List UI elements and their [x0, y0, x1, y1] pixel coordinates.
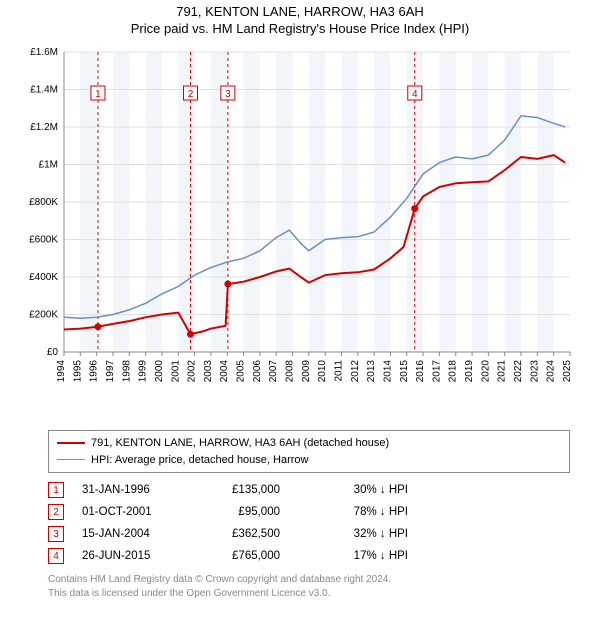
svg-text:£1.2M: £1.2M — [30, 122, 58, 133]
svg-text:2012: 2012 — [350, 360, 361, 383]
svg-text:2001: 2001 — [170, 360, 181, 383]
transaction-date: 01-OCT-2001 — [82, 506, 182, 518]
svg-text:2000: 2000 — [154, 360, 165, 383]
transaction-price: £95,000 — [200, 506, 280, 518]
svg-text:2011: 2011 — [333, 360, 344, 382]
svg-text:£1.4M: £1.4M — [30, 85, 58, 96]
transaction-price: £135,000 — [200, 484, 280, 496]
transaction-marker: 2 — [48, 504, 64, 520]
svg-text:2014: 2014 — [382, 360, 393, 383]
svg-text:1998: 1998 — [121, 360, 132, 383]
transaction-vs-hpi: 17% ↓ HPI — [298, 550, 408, 562]
svg-text:2024: 2024 — [546, 360, 557, 383]
svg-text:2020: 2020 — [480, 360, 491, 383]
transaction-date: 31-JAN-1996 — [82, 484, 182, 496]
transaction-row: 2 01-OCT-2001 £95,000 78% ↓ HPI — [48, 501, 570, 523]
svg-text:4: 4 — [412, 89, 418, 100]
svg-text:1996: 1996 — [89, 360, 100, 383]
svg-text:1994: 1994 — [56, 360, 67, 383]
svg-text:2019: 2019 — [464, 360, 475, 383]
price-chart: £0 £200K £400K £600K £800K £1M £1.2M £1.4M £1.6M… — [20, 42, 580, 422]
chart-title-address: 791, KENTON LANE, HARROW, HA3 6AH — [0, 4, 600, 19]
svg-text:2018: 2018 — [448, 360, 459, 383]
transaction-list: 1 31-JAN-1996 £135,000 30% ↓ HPI 2 01-OCT-200… — [48, 479, 570, 567]
legend-label: 791, KENTON LANE, HARROW, HA3 6AH (detac… — [91, 435, 389, 452]
svg-text:2002: 2002 — [187, 360, 198, 383]
transaction-price: £362,500 — [200, 528, 280, 540]
svg-text:2005: 2005 — [236, 360, 247, 383]
svg-text:2008: 2008 — [285, 360, 296, 383]
transaction-marker: 4 — [48, 548, 64, 564]
svg-text:2006: 2006 — [252, 360, 263, 383]
transaction-vs-hpi: 32% ↓ HPI — [298, 528, 408, 540]
svg-text:2015: 2015 — [399, 360, 410, 383]
transaction-row: 1 31-JAN-1996 £135,000 30% ↓ HPI — [48, 479, 570, 501]
svg-text:1995: 1995 — [72, 360, 83, 383]
svg-text:2004: 2004 — [219, 360, 230, 383]
chart-legend: 791, KENTON LANE, HARROW, HA3 6AH (detac… — [48, 430, 570, 473]
svg-text:£200K: £200K — [29, 310, 58, 321]
legend-item: HPI: Average price, detached house, Harr… — [57, 452, 561, 469]
legend-item: 791, KENTON LANE, HARROW, HA3 6AH (detac… — [57, 435, 561, 452]
legend-swatch — [57, 442, 85, 444]
svg-text:1997: 1997 — [105, 360, 116, 383]
svg-text:2016: 2016 — [415, 360, 426, 383]
transaction-marker: 1 — [48, 482, 64, 498]
svg-text:1: 1 — [95, 89, 101, 100]
legend-label: HPI: Average price, detached house, Harr… — [91, 452, 308, 469]
transaction-price: £765,000 — [200, 550, 280, 562]
transaction-vs-hpi: 30% ↓ HPI — [298, 484, 408, 496]
svg-text:3: 3 — [225, 89, 231, 100]
svg-text:2010: 2010 — [317, 360, 328, 383]
svg-text:£1.6M: £1.6M — [30, 47, 58, 58]
svg-text:£0: £0 — [47, 347, 59, 358]
svg-text:2007: 2007 — [268, 360, 279, 383]
transaction-vs-hpi: 78% ↓ HPI — [298, 506, 408, 518]
svg-text:£600K: £600K — [29, 235, 58, 246]
transaction-date: 15-JAN-2004 — [82, 528, 182, 540]
footer-line-1: Contains HM Land Registry data © Crown c… — [48, 573, 570, 587]
svg-text:1999: 1999 — [138, 360, 149, 383]
svg-text:£400K: £400K — [29, 272, 58, 283]
svg-text:2022: 2022 — [513, 360, 524, 383]
transaction-row: 4 26-JUN-2015 £765,000 17% ↓ HPI — [48, 545, 570, 567]
svg-text:2021: 2021 — [497, 360, 508, 383]
svg-text:2017: 2017 — [431, 360, 442, 383]
transaction-date: 26-JUN-2015 — [82, 550, 182, 562]
data-attribution: Contains HM Land Registry data © Crown c… — [48, 573, 570, 600]
transaction-row: 3 15-JAN-2004 £362,500 32% ↓ HPI — [48, 523, 570, 545]
svg-text:£1M: £1M — [39, 160, 58, 171]
svg-text:2: 2 — [188, 89, 194, 100]
svg-text:2013: 2013 — [366, 360, 377, 383]
svg-text:2009: 2009 — [301, 360, 312, 383]
transaction-marker: 3 — [48, 526, 64, 542]
svg-text:2023: 2023 — [529, 360, 540, 383]
footer-line-2: This data is licensed under the Open Gov… — [48, 587, 570, 601]
chart-title-desc: Price paid vs. HM Land Registry's House … — [0, 21, 600, 36]
svg-text:2025: 2025 — [562, 360, 573, 383]
svg-text:2003: 2003 — [203, 360, 214, 383]
legend-swatch — [57, 459, 85, 460]
svg-text:£800K: £800K — [29, 197, 58, 208]
